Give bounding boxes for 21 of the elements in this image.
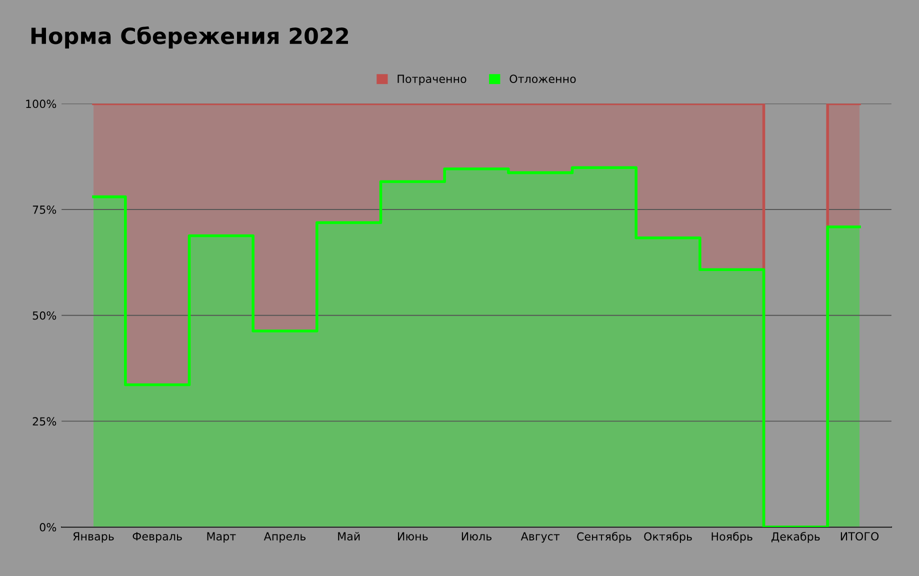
x-tick-label: Март: [207, 532, 236, 543]
y-tick-label: 50%: [32, 311, 56, 320]
x-tick-label: Ноябрь: [712, 532, 752, 543]
y-tick-label: 0%: [40, 523, 56, 532]
x-tick-label: Май: [338, 532, 360, 540]
legend-label: Отложенно: [510, 74, 576, 84]
x-tick-label: Декабрь: [771, 532, 820, 543]
x-tick-label: Июнь: [398, 532, 428, 540]
chart-title: Норма Сбережения 2022: [31, 26, 348, 49]
legend-label: Потраченно: [398, 74, 466, 86]
x-tick-label: Август: [520, 532, 560, 543]
y-tick-label: 100%: [26, 100, 56, 108]
x-tick-label: Январь: [73, 532, 114, 543]
x-tick-label: Июль: [462, 532, 492, 540]
x-tick-label: Февраль: [132, 532, 182, 543]
x-tick-label: Сентябрь: [577, 532, 632, 543]
x-tick-label: Октябрь: [644, 532, 692, 543]
y-tick-label: 25%: [32, 417, 56, 426]
x-tick-label: Апрель: [264, 532, 306, 543]
x-tick-label: ИТОГО: [840, 532, 879, 540]
y-tick-label: 75%: [32, 205, 56, 214]
